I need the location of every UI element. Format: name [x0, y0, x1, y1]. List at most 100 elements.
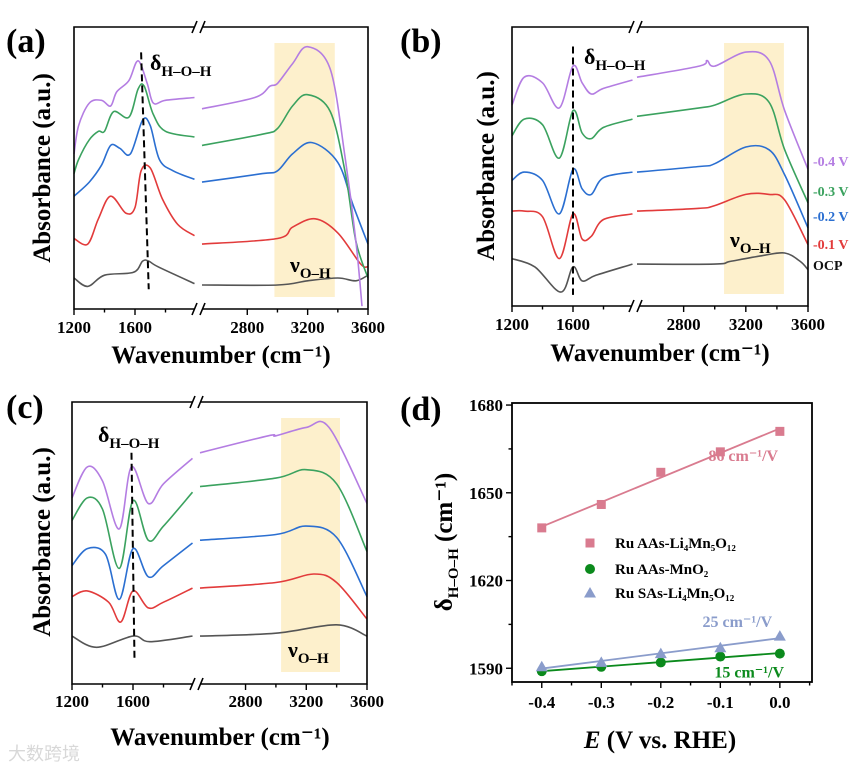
- axes-frame: [511, 26, 809, 307]
- x-tick-label: 3600: [791, 315, 825, 334]
- delta-symbol: δ: [431, 598, 458, 611]
- x-tick-label: -0.2: [647, 693, 674, 712]
- panel-label: (d): [400, 391, 442, 428]
- y-axis-unit: (cm⁻¹): [431, 473, 458, 549]
- y-axis-label: Absorbance (a.u.): [29, 447, 56, 637]
- panel-label: (a): [6, 23, 46, 60]
- data-point-0-4: [775, 426, 785, 436]
- legend-marker: [585, 564, 595, 574]
- data-point-1-2: [655, 657, 666, 668]
- nu-subscript: O–H: [740, 241, 771, 257]
- data-point-2-1: [595, 656, 608, 667]
- x-axis-label: E (V vs. RHE): [583, 727, 736, 754]
- hoh-bending-dashed-line: [140, 52, 150, 290]
- hoh-bending-annotation: δH–O–H: [150, 50, 212, 80]
- potential-label: -0.3 V: [813, 185, 849, 200]
- spectrum-line-3-low: [511, 109, 633, 159]
- delta-symbol: δ: [98, 422, 109, 447]
- x-tick-label: 3200: [729, 315, 763, 334]
- spectrum-line-4-high: [201, 45, 363, 307]
- slope-label: 86 cm⁻¹/V: [708, 448, 778, 465]
- spectrum-line-0-low: [511, 257, 633, 293]
- spectra-panel-a: 1200 1600 2800 3200 3600 (a) Wavenumber (cm⁻¹)…: [6, 20, 385, 369]
- x-tick-label: 3200: [291, 318, 325, 337]
- x-tick-label: 3600: [351, 318, 385, 337]
- legend-label: Ru SAs-Li₄Mn₅O₁₂: [615, 586, 735, 602]
- spectrum-line-2-high: [636, 144, 809, 229]
- potential-label: -0.1 V: [813, 238, 849, 253]
- x-tick-label: 2800: [667, 315, 701, 334]
- hoh-bending-annotation: δH–O–H: [98, 422, 160, 452]
- data-point-1-3: [715, 651, 726, 662]
- x-tick-label: -0.4: [528, 693, 555, 712]
- slope-label: 15 cm⁻¹/V: [714, 664, 784, 681]
- spectrum-line-3-low: [73, 83, 195, 174]
- axis-break-mark: [189, 677, 204, 691]
- data-point-2-3: [714, 641, 727, 653]
- y-tick-label: 1650: [469, 484, 503, 503]
- spectrum-line-2-low: [71, 542, 193, 601]
- nu-symbol: ν: [287, 637, 298, 662]
- x-tick-label: 1600: [556, 315, 590, 334]
- x-axis-label-variable: E: [583, 727, 601, 754]
- x-tick-label: 1600: [116, 692, 150, 711]
- x-tick-label: 2800: [229, 692, 263, 711]
- oh-stretch-highlight-band: [274, 43, 335, 297]
- spectrum-line-0-low: [73, 259, 195, 288]
- spectra-panel-b: 1200 1600 2800 3200 3600 (b) Wavenumber (cm⁻¹)…: [400, 20, 849, 367]
- oh-stretch-annotation: νO–H: [729, 227, 771, 257]
- axis-break-mark: [191, 302, 206, 316]
- data-point-2-2: [654, 647, 667, 659]
- nu-subscript: O–H: [300, 266, 331, 282]
- x-tick-label: 3200: [289, 692, 323, 711]
- x-tick-label: 2800: [230, 318, 264, 337]
- nu-symbol: ν: [729, 227, 740, 252]
- spectrum-line-0-low: [71, 635, 193, 649]
- data-point-2-0: [535, 660, 548, 672]
- x-tick-label: 3600: [350, 692, 384, 711]
- spectrum-line-4-low: [73, 60, 195, 155]
- axis-break-mark: [191, 20, 206, 34]
- y-axis-label: Absorbance (a.u.): [29, 73, 56, 263]
- y-tick-label: 1590: [469, 659, 503, 678]
- spectrum-line-3-high: [636, 92, 809, 204]
- delta-subscript: H–O–H: [446, 548, 462, 598]
- panel-label: (b): [400, 23, 442, 60]
- spectrum-line-1-high: [636, 192, 809, 245]
- x-tick-label: -0.3: [588, 693, 615, 712]
- y-tick-label: 1680: [469, 396, 503, 415]
- oh-stretch-annotation: νO–H: [289, 252, 331, 282]
- spectrum-line-3-high: [201, 93, 369, 279]
- x-axis-label: Wavenumber (cm⁻¹): [111, 342, 331, 369]
- legend-marker: [585, 538, 595, 548]
- nu-subscript: O–H: [298, 651, 329, 667]
- spectrum-line-4-low: [71, 457, 194, 530]
- spectra-panel-c: 1200 1600 2800 3200 3600 (c) Wavenumber (cm⁻¹)…: [6, 389, 384, 751]
- axis-break-mark: [628, 20, 643, 34]
- delta-symbol: δ: [150, 50, 161, 75]
- spectrum-line-3-high: [199, 468, 368, 552]
- nu-symbol: ν: [289, 252, 300, 277]
- potential-label: OCP: [813, 259, 843, 274]
- legend-label: Ru AAs-MnO₂: [615, 562, 709, 578]
- spectrum-line-4-low: [511, 64, 633, 109]
- spectrum-line-0-high: [199, 623, 368, 637]
- hoh-bending-dashed-line: [130, 452, 136, 662]
- x-tick-label: 1200: [495, 315, 529, 334]
- x-tick-label: 1600: [118, 318, 152, 337]
- spectrum-line-1-high: [199, 573, 368, 620]
- spectrum-line-0-high: [636, 252, 809, 271]
- delta-symbol: δ: [584, 44, 595, 69]
- slope-label: 25 cm⁻¹/V: [702, 614, 772, 631]
- axis-break-mark: [628, 299, 643, 313]
- oh-stretch-annotation: νO–H: [287, 637, 329, 667]
- spectrum-line-2-high: [199, 525, 368, 597]
- spectrum-line-1-high: [201, 217, 369, 269]
- spectrum-line-1-low: [73, 164, 195, 246]
- oh-stretch-highlight-band: [281, 418, 340, 672]
- y-axis-label: δH–O–H (cm⁻¹): [431, 473, 462, 612]
- panels: 1200 1600 2800 3200 3600 (a) Wavenumber (cm⁻¹)…: [6, 20, 849, 754]
- legend-label: Ru AAs-Li₄Mn₅O₁₂: [615, 536, 736, 552]
- spectrum-line-2-low: [73, 117, 195, 197]
